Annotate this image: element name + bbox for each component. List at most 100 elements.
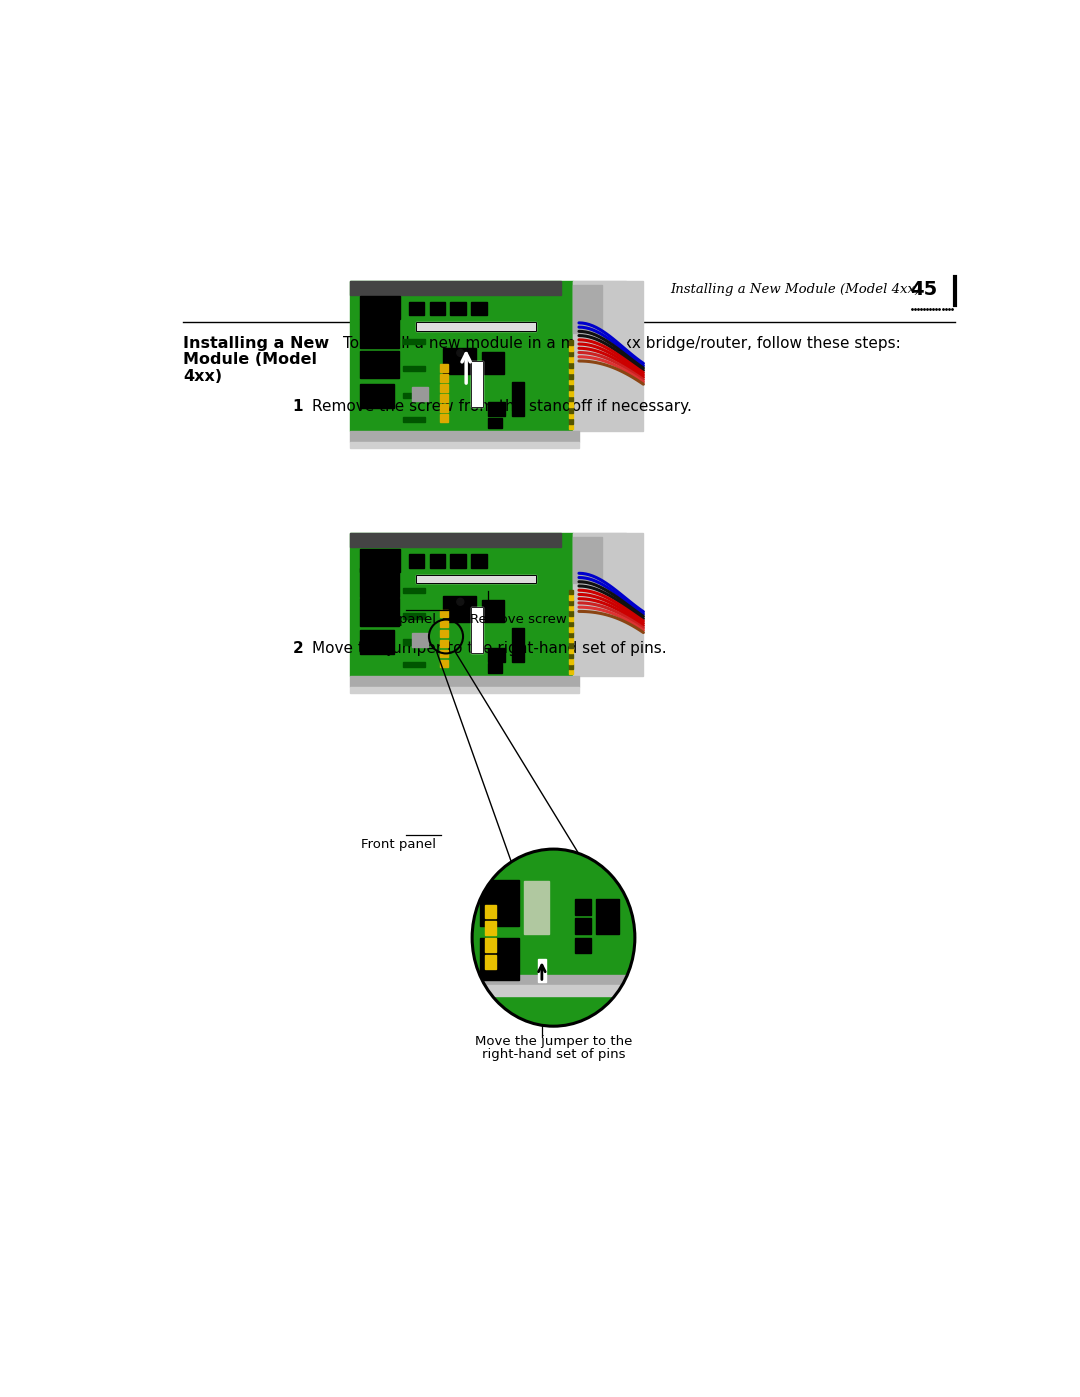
Bar — [569, 601, 573, 605]
Bar — [430, 302, 445, 316]
Bar — [485, 939, 496, 953]
Bar — [488, 402, 505, 416]
Text: Remove the screw from the standoff if necessary.: Remove the screw from the standoff if ne… — [312, 398, 691, 414]
Bar — [440, 630, 448, 637]
Bar — [569, 369, 573, 373]
Circle shape — [457, 349, 463, 356]
Text: Remove screw: Remove screw — [470, 613, 567, 626]
Bar — [482, 352, 504, 374]
Bar — [569, 391, 573, 395]
Bar — [350, 534, 573, 676]
Text: 2: 2 — [293, 641, 303, 657]
Polygon shape — [573, 285, 603, 334]
Bar — [350, 686, 579, 693]
Bar — [569, 606, 573, 610]
Bar — [488, 664, 502, 673]
Bar — [440, 609, 448, 617]
Bar — [524, 882, 549, 933]
Bar — [569, 380, 573, 384]
Text: 45: 45 — [910, 279, 937, 299]
Bar — [569, 622, 573, 626]
Bar — [469, 975, 638, 985]
Bar — [360, 296, 400, 320]
Bar — [403, 638, 424, 644]
Bar — [360, 351, 399, 379]
Bar — [569, 669, 573, 675]
Bar — [360, 319, 399, 348]
Bar — [403, 393, 424, 398]
Text: right-hand set of pins: right-hand set of pins — [482, 1048, 625, 1060]
Bar — [485, 956, 496, 970]
Bar — [350, 281, 562, 295]
Bar — [569, 610, 573, 616]
Bar — [403, 366, 424, 372]
Bar — [569, 363, 573, 367]
Bar — [569, 374, 573, 379]
Polygon shape — [573, 538, 603, 584]
Bar — [440, 374, 448, 381]
Bar — [512, 627, 524, 662]
Bar — [403, 613, 424, 619]
Bar — [360, 384, 394, 408]
Bar — [471, 360, 483, 407]
Bar — [576, 937, 591, 953]
Bar — [569, 648, 573, 652]
Bar — [360, 630, 394, 654]
Bar — [403, 662, 424, 668]
Bar — [569, 643, 573, 648]
Bar — [403, 338, 424, 344]
Bar — [403, 416, 424, 422]
Bar — [569, 659, 573, 664]
Bar — [569, 352, 573, 356]
Bar — [576, 918, 591, 933]
Bar — [408, 555, 424, 569]
Bar — [512, 383, 524, 416]
Bar — [569, 654, 573, 658]
Bar — [360, 569, 399, 598]
Bar — [569, 358, 573, 362]
Bar — [440, 384, 448, 393]
Ellipse shape — [472, 849, 635, 1027]
Bar — [440, 659, 448, 668]
Text: Front panel: Front panel — [362, 613, 436, 626]
Bar — [569, 386, 573, 390]
Bar — [403, 588, 424, 594]
Circle shape — [457, 598, 463, 605]
Bar — [569, 637, 573, 643]
Bar — [440, 640, 448, 647]
Text: 4xx): 4xx) — [183, 369, 222, 384]
Ellipse shape — [472, 849, 635, 1027]
Text: Move the jumper to the: Move the jumper to the — [475, 1035, 632, 1048]
Bar — [569, 346, 573, 351]
Bar — [471, 555, 487, 569]
Polygon shape — [573, 534, 625, 602]
Bar — [350, 281, 573, 432]
Bar — [413, 387, 428, 401]
Bar — [471, 360, 483, 407]
Bar — [440, 404, 448, 412]
Bar — [440, 619, 448, 627]
Bar — [596, 900, 619, 933]
Bar — [471, 606, 483, 652]
Bar — [469, 985, 638, 996]
Bar — [569, 402, 573, 407]
Text: Installing a New: Installing a New — [183, 335, 329, 351]
Bar — [480, 880, 518, 926]
Bar — [485, 904, 496, 918]
Bar — [488, 648, 505, 662]
Bar — [538, 960, 545, 982]
Bar — [569, 595, 573, 599]
Bar — [471, 302, 487, 316]
Bar — [416, 576, 537, 584]
Bar — [440, 394, 448, 402]
Bar — [440, 415, 448, 422]
Bar — [440, 365, 448, 372]
Bar — [350, 534, 562, 548]
Text: Installing a New Module (Model 4xx): Installing a New Module (Model 4xx) — [670, 282, 920, 296]
Bar — [573, 281, 644, 432]
Bar — [480, 937, 518, 979]
Bar — [569, 665, 573, 669]
Text: Move the jumper to the right-hand set of pins.: Move the jumper to the right-hand set of… — [312, 641, 666, 657]
Bar — [569, 414, 573, 418]
Bar — [350, 441, 579, 448]
